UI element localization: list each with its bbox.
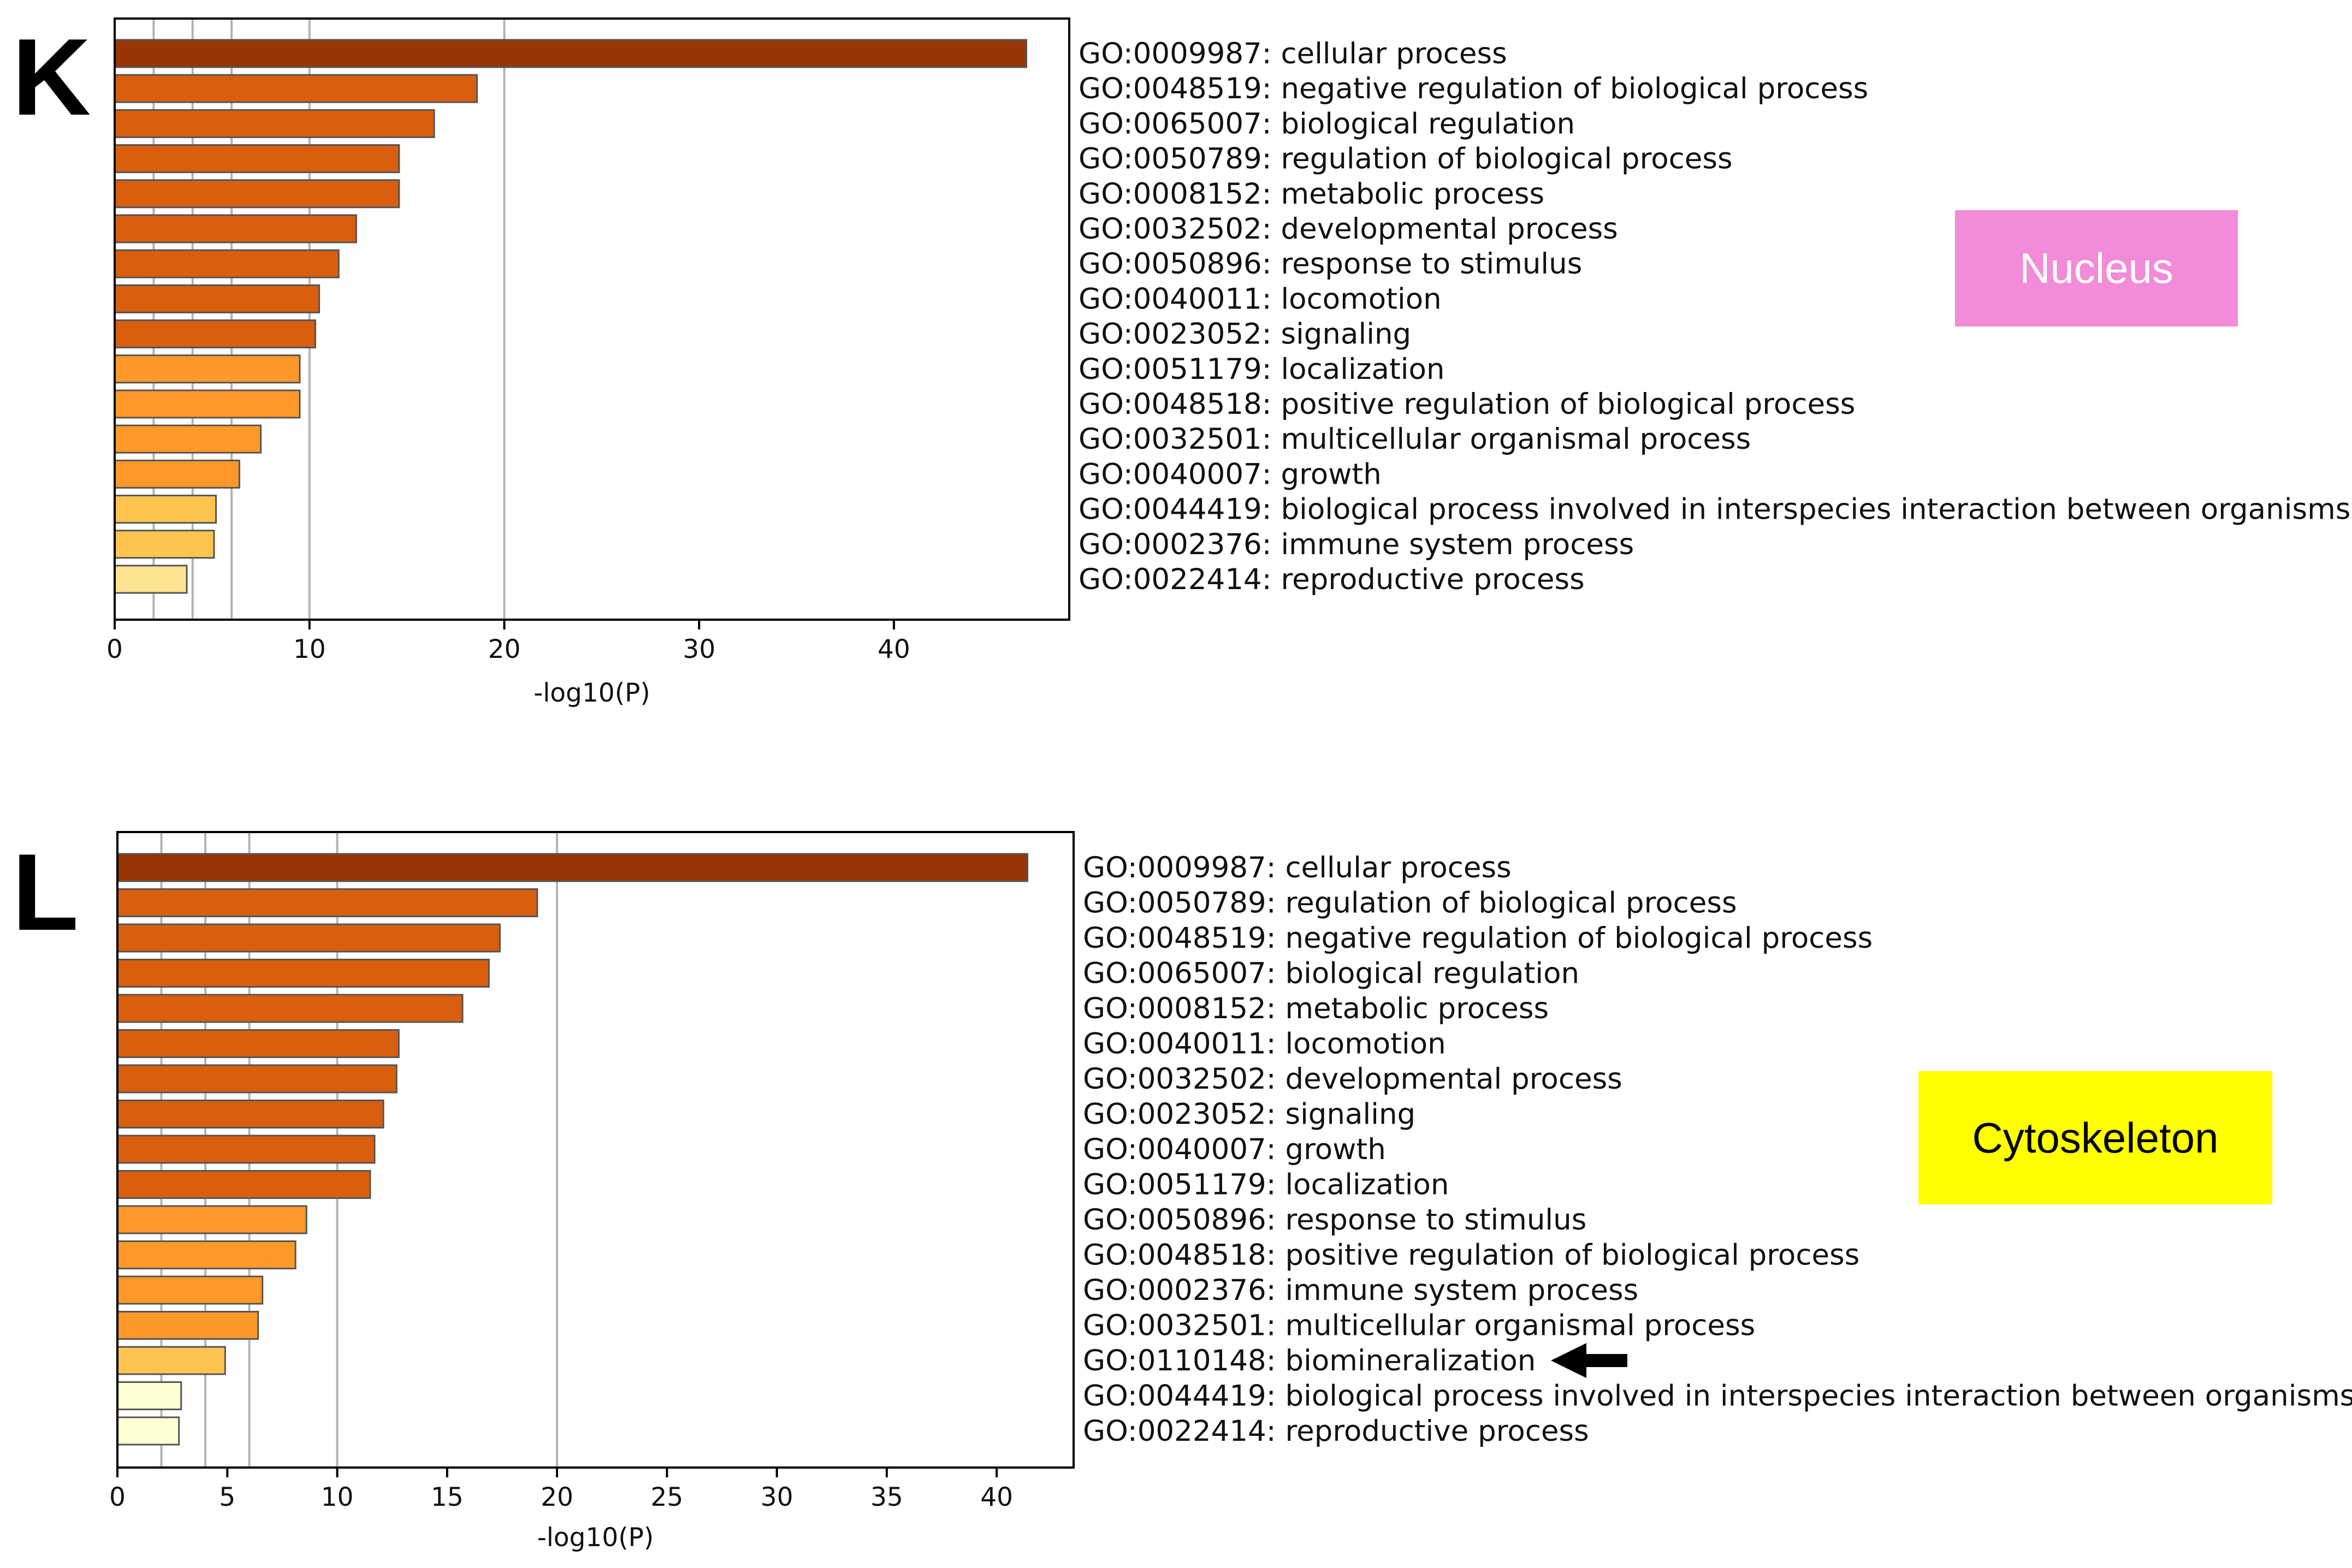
panel-k-category-label: GO:0023052: signaling (1079, 318, 1411, 351)
panel-l-category-label: GO:0110148: biomineralization (1083, 1344, 1536, 1377)
panel-l-bar (116, 1346, 226, 1375)
panel-k-bar (114, 39, 1028, 68)
panel-k-category-label: GO:0022414: reproductive process (1079, 563, 1585, 596)
panel-l-bar (116, 853, 1028, 882)
panel-k-category-label: GO:0040007: growth (1079, 458, 1382, 491)
panel-k-category-label: GO:0009987: cellular process (1079, 37, 1507, 70)
panel-k-category-label: GO:0050896: response to stimulus (1079, 247, 1582, 281)
panel-k-category-label: GO:0008152: metabolic process (1079, 177, 1544, 211)
panel-l-category-label: GO:0050896: response to stimulus (1083, 1203, 1586, 1237)
panel-l-bar (116, 1240, 297, 1269)
panel-k-bar (114, 354, 301, 384)
panel-l-bar (116, 1100, 384, 1129)
panel-k-x-axis-label: -log10(P) (534, 678, 650, 708)
panel-k-bar (114, 179, 400, 209)
cytoskeleton-label-box: Cytoskeleton (1918, 1071, 2272, 1204)
panel-k-x-tick-label: 10 (293, 634, 326, 664)
panel-k-category-label: GO:0051179: localization (1079, 353, 1445, 386)
panel-k-category-label: GO:0044419: biological process involved … (1079, 493, 2350, 526)
panel-k-bar (114, 495, 217, 524)
panel-k-bar (114, 389, 301, 419)
panel-letter-k: K (12, 16, 91, 138)
panel-l-category-label: GO:0023052: signaling (1083, 1098, 1415, 1131)
panel-l-bar (116, 1311, 259, 1340)
panel-k-bar (114, 74, 478, 103)
panel-k-bar (114, 565, 188, 594)
panel-k-bar (114, 319, 316, 349)
panel-l-bar (116, 1029, 400, 1058)
panel-l-bar (116, 1275, 264, 1305)
panel-k-x-tick-label: 0 (106, 634, 123, 664)
panel-l-bar (116, 1381, 182, 1410)
panel-k-category-label: GO:0040011: locomotion (1079, 282, 1442, 316)
panel-k-x-tick-label: 20 (488, 634, 521, 664)
panel-l-category-label: GO:0032501: multicellular organismal pro… (1083, 1309, 1755, 1343)
panel-k-category-label: GO:0048519: negative regulation of biolo… (1079, 72, 1868, 105)
panel-l-bar (116, 1416, 180, 1446)
panel-l-category-label: GO:0065007: biological regulation (1083, 957, 1579, 990)
panel-k-bar (114, 424, 262, 454)
panel-l-x-tick-label: 40 (980, 1482, 1013, 1512)
panel-l-category-label: GO:0008152: metabolic process (1083, 992, 1549, 1025)
panel-l-category-label: GO:0048519: negative regulation of biolo… (1083, 922, 1873, 955)
panel-l-x-tick-label: 5 (219, 1482, 235, 1512)
panel-l-bar (116, 994, 464, 1023)
panel-l-x-tick-label: 0 (109, 1482, 126, 1512)
panel-l-category-label: GO:0040007: growth (1083, 1133, 1386, 1166)
panel-letter-l: L (12, 831, 79, 953)
panel-k-bar (114, 459, 240, 489)
panel-l-x-tick-label: 10 (321, 1482, 354, 1512)
panel-k-plot-frame (114, 17, 1070, 621)
panel-k-category-label: GO:0032501: multicellular organismal pro… (1079, 423, 1751, 456)
panel-k-x-tick-label: 40 (878, 634, 910, 664)
nucleus-label-box: Nucleus (1955, 210, 2238, 326)
biomineralization-arrow-icon (1551, 1343, 1627, 1378)
panel-k-category-label: GO:0065007: biological regulation (1079, 107, 1575, 140)
panel-l-bar (116, 1135, 376, 1164)
panel-l-x-axis-label: -log10(P) (537, 1523, 654, 1553)
panel-l-category-label: GO:0009987: cellular process (1083, 851, 1512, 884)
panel-l-bar (116, 923, 501, 953)
panel-l-category-label: GO:0032502: developmental process (1083, 1062, 1622, 1096)
panel-l-bar (116, 888, 538, 917)
panel-k-bar (114, 109, 435, 138)
panel-l-category-label: GO:0022414: reproductive process (1083, 1415, 1589, 1448)
panel-l-bar (116, 959, 490, 988)
panel-k-category-label: GO:0048518: positive regulation of biolo… (1079, 388, 1855, 421)
panel-l-x-tick-label: 35 (870, 1482, 903, 1512)
panel-l-category-label: GO:0040011: locomotion (1083, 1027, 1446, 1061)
panel-k-category-label: GO:0032502: developmental process (1079, 212, 1618, 246)
panel-k-bar (114, 530, 215, 559)
panel-l-x-tick-label: 15 (431, 1482, 464, 1512)
panel-k-bar (114, 144, 400, 174)
panel-l-bar (116, 1205, 307, 1234)
panel-k-bar (114, 214, 357, 243)
panel-k-bar (114, 249, 340, 278)
panel-l-category-label: GO:0050789: regulation of biological pro… (1083, 887, 1737, 920)
panel-l-bar (116, 1064, 398, 1094)
panel-l-x-tick-label: 20 (541, 1482, 573, 1512)
panel-k-x-tick-label: 30 (683, 634, 715, 664)
panel-k-bar (114, 284, 321, 313)
panel-l-bar (116, 1170, 371, 1199)
panel-k-category-label: GO:0050789: regulation of biological pro… (1079, 142, 1733, 176)
panel-l-category-label: GO:0044419: biological process involved … (1083, 1380, 2352, 1413)
panel-l-category-label: GO:0048518: positive regulation of biolo… (1083, 1239, 1859, 1272)
panel-l-category-label: GO:0002376: immune system process (1083, 1274, 1638, 1307)
panel-k-category-label: GO:0002376: immune system process (1079, 528, 1634, 561)
panel-l-x-tick-label: 30 (761, 1482, 793, 1512)
panel-l-x-tick-label: 25 (650, 1482, 683, 1512)
panel-l-plot-frame (116, 831, 1075, 1469)
panel-l-category-label: GO:0051179: localization (1083, 1168, 1449, 1202)
